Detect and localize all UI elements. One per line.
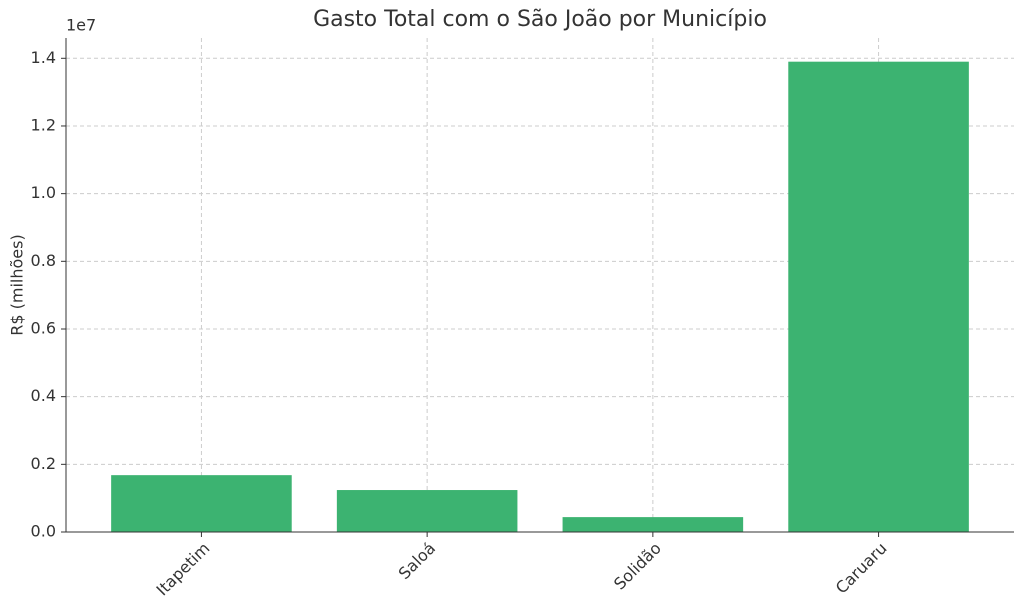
y-axis-label: R$ (milhões) <box>8 234 27 335</box>
x-tick-label: Caruaru <box>832 539 891 598</box>
y-tick-label: 1.4 <box>31 48 56 67</box>
chart-title: Gasto Total com o São João por Município <box>313 7 767 32</box>
y-tick-label: 1.0 <box>31 183 56 202</box>
y-tick-label: 0.4 <box>31 386 56 405</box>
y-tick-label: 0.0 <box>31 522 56 541</box>
x-tick-label: Saloá <box>395 539 440 584</box>
y-offset-label: 1e7 <box>66 16 96 35</box>
y-tick-label: 0.6 <box>31 318 56 337</box>
bar <box>111 475 292 532</box>
bar <box>788 61 969 532</box>
y-tick-label: 1.2 <box>31 115 56 134</box>
y-tick-label: 0.8 <box>31 251 56 270</box>
bar <box>562 517 744 532</box>
bar <box>336 490 518 532</box>
y-tick-label: 0.2 <box>31 454 56 473</box>
x-tick-label: Solidão <box>610 539 665 594</box>
x-tick-label: Itapetim <box>153 539 214 600</box>
